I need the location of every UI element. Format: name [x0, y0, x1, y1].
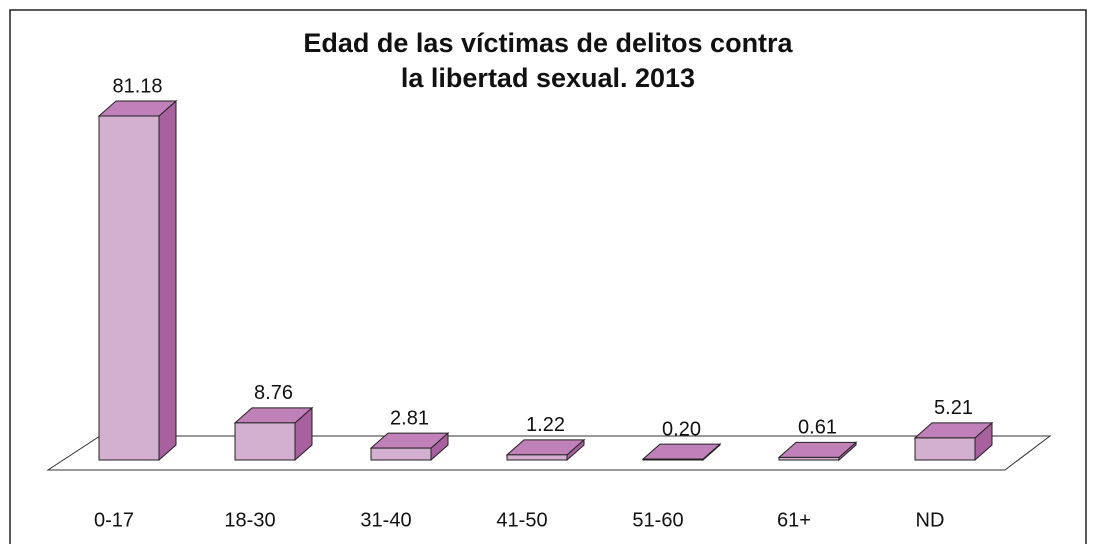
bar-front: [506, 454, 568, 461]
value-label: 8.76: [254, 382, 293, 404]
bar: [641, 443, 722, 462]
x-tick-label: 51-60: [632, 509, 683, 531]
bar: [97, 99, 178, 462]
value-label: 0.61: [798, 417, 837, 439]
bar-side: [158, 99, 177, 462]
value-label: 5.21: [934, 397, 973, 419]
bar: [505, 438, 586, 462]
x-tick-label: 41-50: [496, 509, 547, 531]
bar: [233, 406, 314, 462]
value-label: 0.20: [662, 418, 701, 440]
x-tick-label: 18-30: [224, 509, 275, 531]
bar-front: [98, 115, 160, 461]
bar: [369, 431, 450, 462]
x-tick-label: 31-40: [360, 509, 411, 531]
value-label: 1.22: [526, 414, 565, 436]
chart-title: Edad de las víctimas de delitos contra: [303, 28, 793, 58]
bar-front: [642, 458, 704, 461]
bar: [777, 441, 858, 462]
bar-front: [778, 456, 840, 461]
chart-title: la libertad sexual. 2013: [401, 63, 695, 93]
bar-front: [370, 447, 432, 461]
value-label: 81.18: [112, 75, 162, 97]
frame: [9, 9, 1087, 544]
bar-front: [234, 422, 296, 461]
x-tick-label: 61+: [777, 509, 811, 531]
x-tick-label: ND: [916, 509, 945, 531]
bar-front: [914, 437, 976, 461]
value-label: 2.81: [390, 407, 429, 429]
x-tick-label: 0-17: [94, 509, 134, 531]
bar: [913, 421, 994, 462]
